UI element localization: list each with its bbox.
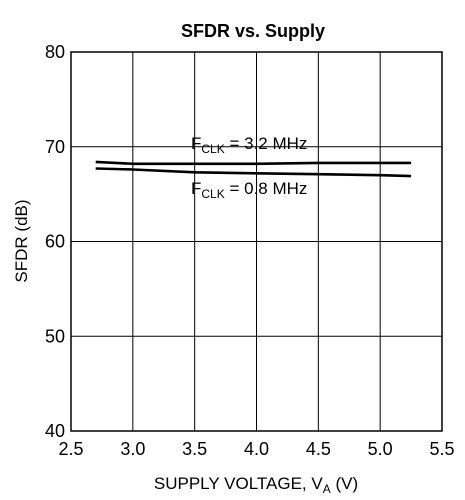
chart-title: SFDR vs. Supply — [181, 21, 325, 41]
x-tick-label: 5.0 — [368, 439, 393, 459]
x-axis-label: SUPPLY VOLTAGE, VA (V) — [154, 474, 358, 496]
x-tick-label: 5.5 — [429, 439, 454, 459]
x-tick-label: 4.5 — [306, 439, 331, 459]
series-label-fclk-3.2mhz: FCLK = 3.2 MHz — [191, 134, 307, 156]
x-tick-label: 3.5 — [182, 439, 207, 459]
series-label-fclk-0.8mhz: FCLK = 0.8 MHz — [191, 179, 307, 201]
grid — [71, 52, 442, 431]
data-lines — [95, 160, 412, 178]
y-tick-label: 60 — [45, 232, 65, 252]
y-tick-label: 70 — [45, 137, 65, 157]
x-tick-label: 3.0 — [120, 439, 145, 459]
x-tick-label: 4.0 — [244, 439, 269, 459]
x-tick-label: 2.5 — [58, 439, 83, 459]
y-axis-label: SFDR (dB) — [12, 199, 31, 282]
y-tick-label: 50 — [45, 326, 65, 346]
y-tick-label: 40 — [45, 421, 65, 441]
x-tick-labels: 2.5 3.0 3.5 4.0 4.5 5.0 5.5 — [58, 439, 454, 459]
plot-frame — [70, 51, 443, 432]
series-line-1 — [95, 167, 412, 178]
series-line-0 — [95, 160, 412, 166]
y-tick-labels: 40 50 60 70 80 — [45, 42, 65, 441]
y-tick-label: 80 — [45, 42, 65, 62]
